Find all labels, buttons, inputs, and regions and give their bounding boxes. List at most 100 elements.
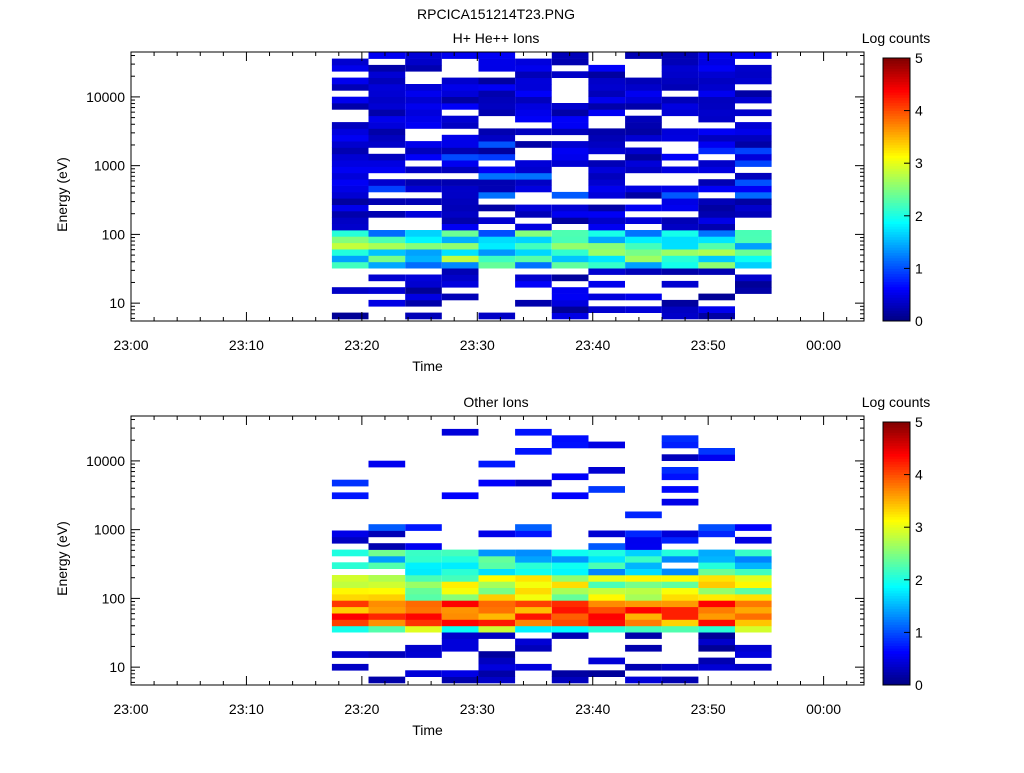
heatmap-cell: [515, 587, 552, 595]
heatmap-cell: [625, 555, 662, 563]
heatmap-cell: [405, 249, 442, 256]
heatmap-cell: [588, 625, 625, 633]
heatmap-cell: [551, 153, 589, 161]
colorbar-step: [883, 313, 910, 317]
colorbar-step: [883, 608, 910, 612]
colorbar-step: [883, 445, 910, 449]
heatmap-cell: [441, 613, 479, 620]
heatmap-cell: [625, 249, 662, 256]
colorbar-step: [883, 648, 910, 652]
heatmap-cell: [551, 473, 589, 481]
colorbar-tick-label: 3: [915, 155, 923, 171]
heatmap-cell: [515, 141, 552, 148]
heatmap-cell: [515, 644, 552, 652]
heatmap-cell: [588, 486, 625, 493]
colorbar-tick-label: 5: [915, 50, 923, 66]
heatmap-cell: [588, 128, 625, 136]
heatmap-cell: [478, 606, 516, 614]
heatmap-cell: [441, 594, 479, 601]
heatmap-cell: [368, 52, 406, 59]
heatmap-cell: [698, 454, 735, 461]
heatmap-cell: [368, 77, 406, 85]
heatmap-cell: [515, 663, 552, 671]
colorbar-step: [883, 102, 910, 106]
heatmap-cell: [698, 312, 735, 320]
heatmap-cell: [441, 670, 479, 677]
colorbar-step: [883, 611, 910, 615]
heatmap-cell: [441, 638, 479, 646]
heatmap-cell: [588, 179, 625, 186]
heatmap-cell: [441, 230, 479, 237]
heatmap-cell: [441, 242, 479, 250]
colorbar-step: [883, 278, 910, 282]
y-tick-label: 10000: [86, 89, 125, 105]
heatmap-cell: [515, 428, 552, 436]
heatmap-cell: [698, 587, 735, 595]
heatmap-cell: [368, 676, 406, 684]
heatmap-cell: [588, 594, 625, 601]
heatmap-cell: [478, 657, 516, 665]
heatmap-cell: [661, 549, 699, 557]
heatmap-cell: [515, 90, 552, 97]
y-tick-label: 100: [102, 226, 126, 242]
colorbar-step: [883, 600, 910, 604]
heatmap-cell: [698, 160, 735, 167]
colorbar-step: [883, 550, 910, 554]
heatmap-cell: [625, 549, 662, 557]
heatmap-cell: [441, 115, 479, 123]
heatmap-cell: [735, 549, 772, 557]
colorbar-step: [883, 118, 910, 122]
heatmap-cell: [551, 435, 589, 442]
heatmap-cell: [478, 77, 516, 85]
heatmap-cell: [735, 134, 772, 142]
colorbar-step: [883, 521, 910, 525]
heatmap-cell: [661, 600, 699, 608]
colorbar-step: [883, 422, 910, 426]
heatmap-cell: [588, 141, 625, 148]
heatmap-cell: [551, 676, 589, 684]
heatmap-cell: [551, 606, 589, 614]
heatmap-cell: [698, 90, 735, 97]
colorbar-step: [883, 181, 910, 185]
heatmap-cell: [625, 581, 662, 588]
heatmap-cell: [441, 562, 479, 569]
heatmap-cell: [588, 441, 625, 449]
colorbar-step: [883, 242, 910, 246]
heatmap-cell: [441, 268, 479, 275]
heatmap-cell: [368, 153, 406, 161]
heatmap-cell: [515, 638, 552, 646]
heatmap-cell: [515, 619, 552, 627]
heatmap-cell: [735, 249, 772, 256]
heatmap-cell: [515, 249, 552, 256]
heatmap-cell: [551, 299, 589, 307]
colorbar-step: [883, 150, 910, 154]
heatmap-cell: [515, 236, 552, 244]
x-axis-label: Time: [412, 722, 443, 738]
heatmap-cell: [735, 613, 772, 620]
colorbar-step: [883, 207, 910, 211]
heatmap-cell: [478, 141, 516, 148]
colorbar-step: [883, 176, 910, 180]
heatmap-cell: [331, 562, 369, 569]
heatmap-cell: [551, 625, 589, 633]
colorbar-step: [883, 495, 910, 499]
colorbar-step: [883, 435, 910, 439]
heatmap-cell: [698, 128, 735, 136]
heatmap-cell: [588, 657, 625, 665]
heatmap-cell: [698, 166, 735, 174]
heatmap-cell: [441, 198, 479, 205]
colorbar-step: [883, 537, 910, 541]
heatmap-cell: [698, 249, 735, 256]
heatmap-cell: [441, 261, 479, 269]
colorbar-step: [883, 629, 910, 633]
heatmap-cell: [515, 58, 552, 66]
heatmap-cell: [478, 249, 516, 256]
colorbar-step: [883, 632, 910, 636]
heatmap-cell: [368, 236, 406, 244]
heatmap-cell: [625, 90, 662, 97]
heatmap-cell: [698, 581, 735, 588]
heatmap-cell: [661, 613, 699, 620]
heatmap-cell: [588, 217, 625, 224]
heatmap-cells: [331, 428, 772, 684]
heatmap-cell: [588, 147, 625, 155]
